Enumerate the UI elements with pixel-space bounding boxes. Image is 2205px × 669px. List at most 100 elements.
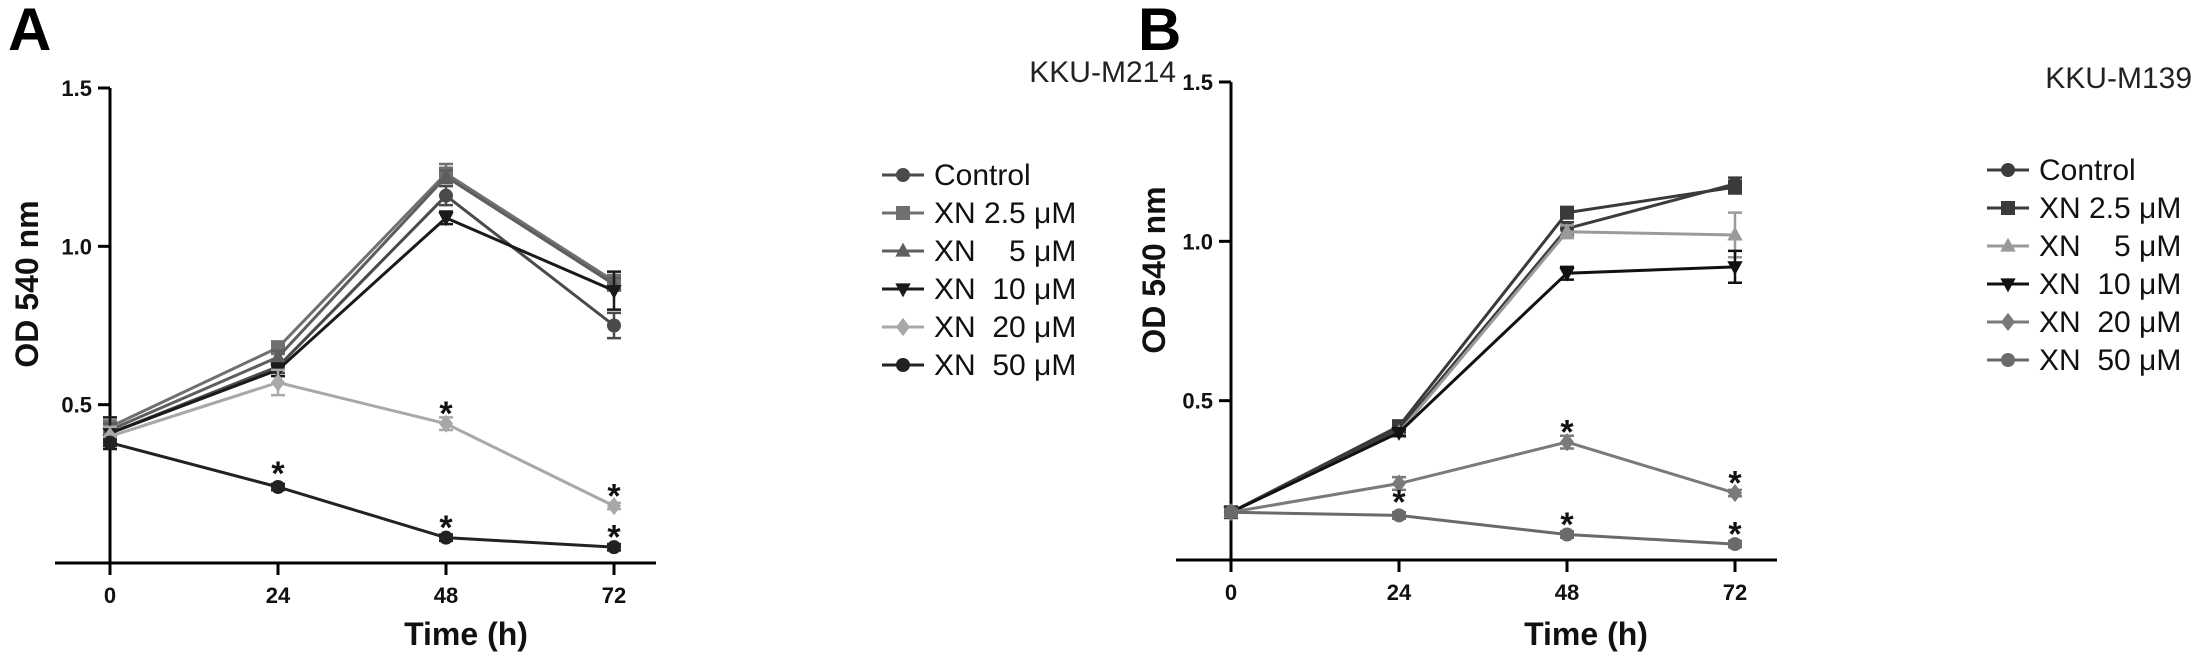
- data-point: [439, 188, 453, 203]
- y-tick-label: 0.5: [61, 393, 92, 418]
- data-point: [1728, 180, 1742, 195]
- y-tick-label: 1.0: [61, 234, 92, 259]
- legend-item: XN 50 μM: [1987, 344, 2181, 377]
- significance-star: *: [1560, 413, 1574, 451]
- x-axis-title: Time (h): [404, 616, 528, 652]
- legend-label: XN 20 μM: [934, 311, 1076, 344]
- significance-star: *: [439, 509, 453, 547]
- panel-a: A KKU-M214 0.5 1.0 1.5 0 24 48 72 * * * * * Control…: [8, 0, 1176, 652]
- series-1: [103, 162, 621, 435]
- series-line: [109, 216, 615, 435]
- x-tick-label: 72: [602, 583, 626, 608]
- series-1: [1224, 179, 1742, 520]
- data-point: [270, 348, 286, 363]
- legend-marker: [2001, 201, 2015, 215]
- data-point: [1392, 474, 1406, 493]
- data-point: [1728, 537, 1742, 552]
- x-tick-label: 48: [1555, 580, 1579, 605]
- legend-label: XN 50 μM: [934, 349, 1076, 382]
- legend-label: XN 2.5 μM: [934, 197, 1076, 230]
- plot-area: 0.5 1.0 1.5 0 24 48 72 * * * * *: [1176, 70, 1777, 605]
- data-point: [1727, 226, 1743, 241]
- legend-marker: [896, 317, 910, 337]
- legend-marker: [895, 242, 911, 257]
- significance-star: *: [607, 477, 621, 515]
- series-0: [1224, 176, 1742, 520]
- series-line: [1230, 440, 1736, 514]
- legend-marker: [896, 358, 910, 372]
- series-line: [109, 171, 615, 429]
- data-point: [1560, 205, 1574, 220]
- series-line: [109, 441, 615, 549]
- legend-marker: [2001, 312, 2015, 332]
- legend-label: XN 2.5 μM: [2039, 192, 2181, 225]
- panel-letter: B: [1138, 0, 1181, 63]
- data-point: [439, 530, 453, 545]
- legend-item: XN 2.5 μM: [882, 197, 1076, 230]
- x-tick-label: 0: [1225, 580, 1237, 605]
- data-point: [438, 168, 454, 183]
- series-5: [1224, 505, 1742, 552]
- series-line: [1230, 510, 1736, 546]
- x-tick-label: 72: [1723, 580, 1747, 605]
- legend-marker: [2000, 278, 2016, 293]
- data-point: [1728, 483, 1742, 503]
- legend-label: Control: [2039, 154, 2136, 187]
- series-line: [1230, 185, 1736, 514]
- chart-title: KKU-M214: [1029, 56, 1176, 89]
- y-tick-label: 1.0: [1182, 229, 1213, 254]
- data-point: [1559, 223, 1575, 238]
- legend-item: XN 20 μM: [882, 311, 1076, 344]
- data-point: [271, 480, 285, 494]
- data-point: [1560, 432, 1574, 452]
- series-4: [1224, 432, 1742, 522]
- data-point: [1559, 267, 1575, 282]
- x-tick-label: 24: [1387, 580, 1412, 605]
- x-axis-title: Time (h): [1524, 616, 1648, 652]
- significance-star: *: [271, 455, 285, 493]
- series-3: [1223, 249, 1743, 521]
- legend-item: Control: [1987, 154, 2136, 187]
- legend-label: XN 10 μM: [934, 273, 1076, 306]
- series-line: [1230, 265, 1736, 514]
- y-tick-label: 0.5: [1182, 389, 1213, 414]
- x-tick-label: 48: [434, 583, 458, 608]
- series-2: [102, 168, 622, 438]
- chart-title: KKU-M139: [2045, 62, 2192, 95]
- legend-label: XN 5 μM: [2039, 230, 2181, 263]
- significance-star: *: [1728, 464, 1742, 502]
- legend-marker: [896, 206, 910, 220]
- legend-item: XN 20 μM: [1987, 306, 2181, 339]
- x-tick-label: 24: [266, 583, 291, 608]
- data-point: [607, 540, 621, 555]
- legend-marker: [2001, 353, 2015, 367]
- data-point: [1391, 426, 1407, 441]
- data-point: [438, 212, 454, 227]
- data-point: [1224, 505, 1238, 520]
- legend-label: XN 50 μM: [2039, 344, 2181, 377]
- legend-item: XN 5 μM: [882, 235, 1076, 268]
- plot-area: 0.5 1.0 1.5 0 24 48 72 * * * * *: [55, 76, 656, 608]
- y-axis-title: OD 540 nm: [1136, 186, 1172, 353]
- series-line: [109, 174, 615, 432]
- data-point: [1392, 508, 1406, 523]
- series-4: [103, 368, 621, 516]
- legend-item: XN 10 μM: [1987, 268, 2181, 301]
- y-tick-label: 1.5: [1182, 70, 1213, 95]
- data-point: [1727, 261, 1743, 276]
- legend-marker: [2001, 163, 2015, 177]
- legend-item: Control: [882, 159, 1031, 192]
- legend-item: XN 5 μM: [1987, 230, 2181, 263]
- panel-letter: A: [8, 0, 51, 63]
- significance-star: *: [1728, 515, 1742, 553]
- y-axis-title: OD 540 nm: [9, 200, 45, 367]
- series-3: [102, 210, 622, 451]
- data-point: [607, 318, 621, 333]
- legend-item: XN 2.5 μM: [1987, 192, 2181, 225]
- significance-star: *: [439, 395, 453, 433]
- data-point: [606, 285, 622, 300]
- legend: Control XN 2.5 μM XN 5 μM XN 10 μM XN 20 μM X…: [882, 159, 1076, 382]
- data-point: [103, 435, 117, 450]
- legend-item: XN 10 μM: [882, 273, 1076, 306]
